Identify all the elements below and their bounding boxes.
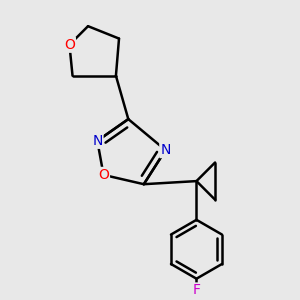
Text: N: N: [160, 143, 171, 157]
Text: N: N: [92, 134, 103, 148]
Text: O: O: [98, 168, 109, 182]
Text: F: F: [193, 284, 200, 298]
Text: O: O: [64, 38, 75, 52]
